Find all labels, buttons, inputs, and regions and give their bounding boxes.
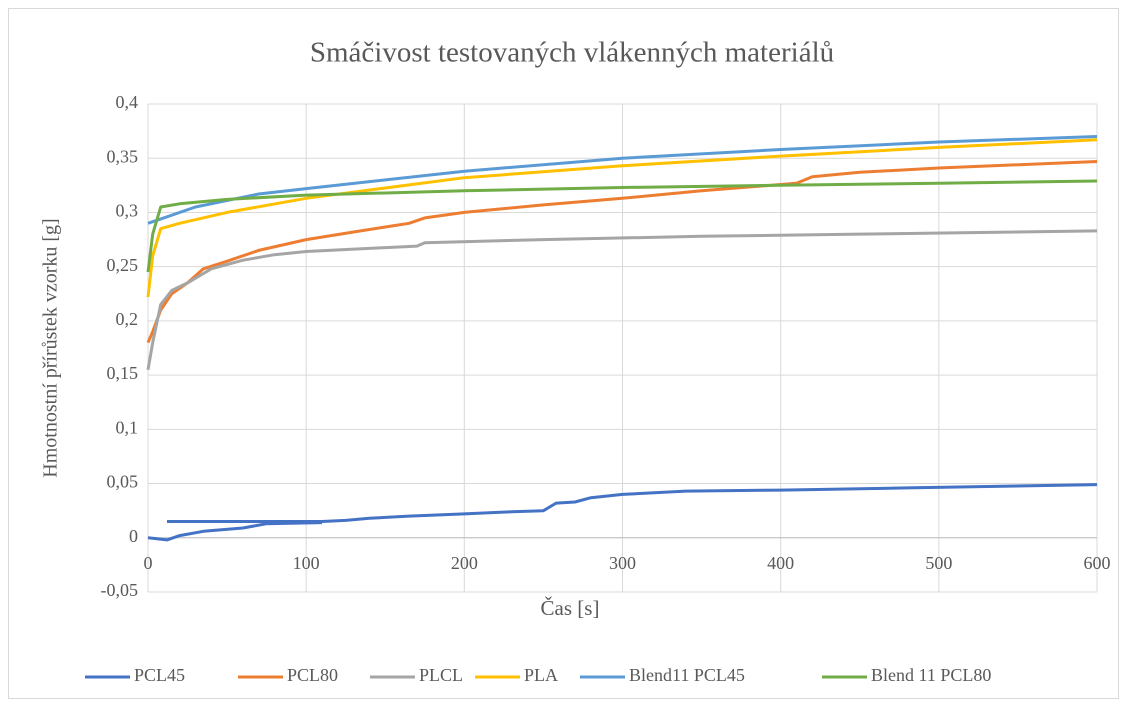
series-line xyxy=(146,179,1098,273)
legend-label: PLA xyxy=(524,665,558,685)
y-tick-label: 0,25 xyxy=(107,255,139,275)
y-tick-label: 0 xyxy=(129,526,138,546)
series-line xyxy=(146,138,1098,298)
x-tick-label: 500 xyxy=(925,553,952,573)
legend-label: Blend11 PCL45 xyxy=(629,665,745,685)
chart-frame xyxy=(8,8,1119,699)
y-tick-label: 0,3 xyxy=(116,201,139,221)
series-line xyxy=(147,135,1098,225)
y-tick-label: 0,35 xyxy=(107,146,139,166)
x-tick-label: 300 xyxy=(609,553,636,573)
legend-label: PCL45 xyxy=(134,665,185,685)
legend-label: Blend 11 PCL80 xyxy=(871,665,991,685)
x-tick-label: 600 xyxy=(1084,553,1111,573)
x-tick-label: 400 xyxy=(767,553,794,573)
x-tick-label: 100 xyxy=(293,553,320,573)
series-line xyxy=(146,229,1098,370)
x-axis-title: Čas [s] xyxy=(541,596,600,620)
series-line xyxy=(147,483,1098,542)
legend-label: PCL80 xyxy=(287,665,338,685)
chart-title: Smáčivost testovaných vlákenných materiá… xyxy=(310,37,834,69)
y-tick-label: 0,1 xyxy=(116,417,139,437)
y-tick-label: 0,2 xyxy=(116,309,139,329)
y-tick-label: 0,15 xyxy=(107,363,139,383)
y-tick-label: 0,05 xyxy=(107,472,139,492)
x-tick-label: 200 xyxy=(451,553,478,573)
x-tick-label: 0 xyxy=(144,553,153,573)
legend-label: PLCL xyxy=(419,665,463,685)
y-tick-label: 0,4 xyxy=(116,92,139,112)
series-line xyxy=(146,160,1098,344)
y-axis-title: Hmotnostní přírůstek vzorku [g] xyxy=(40,218,62,477)
y-tick-label: -0,05 xyxy=(101,580,139,600)
